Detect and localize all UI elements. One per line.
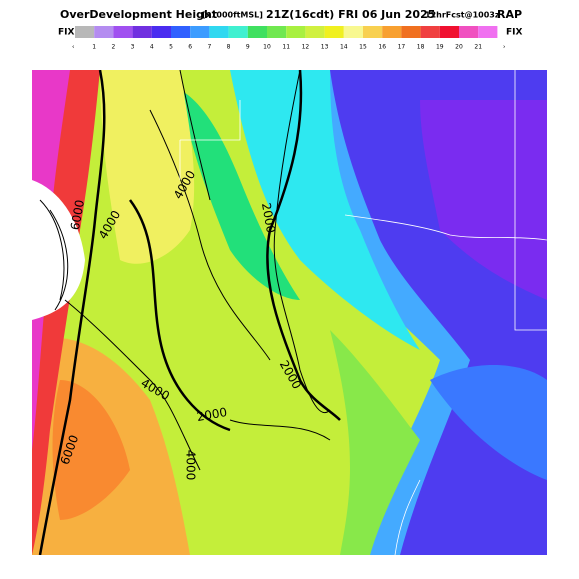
legend-number: 21	[474, 44, 482, 51]
legend-number: 6	[188, 44, 192, 51]
legend-swatch	[113, 26, 133, 38]
legend-swatch	[401, 26, 421, 38]
legend-swatch	[459, 26, 479, 38]
legend-number: 20	[455, 44, 463, 51]
legend-number: 5	[169, 44, 173, 51]
legend-number: 7	[207, 44, 211, 51]
legend-next[interactable]: ›	[503, 44, 505, 51]
legend-number: 11	[282, 44, 290, 51]
legend-number: 4	[150, 44, 154, 51]
legend-number: 10	[263, 44, 271, 51]
title: OverDevelopment Height	[60, 8, 217, 21]
legend-swatch	[478, 26, 498, 38]
legend-swatch	[286, 26, 306, 38]
legend-swatch	[209, 26, 229, 38]
legend-left: FIX	[58, 28, 74, 38]
legend-number: 14	[340, 44, 348, 51]
legend-swatch	[305, 26, 325, 38]
legend-swatch	[228, 26, 248, 38]
legend-number: 16	[378, 44, 386, 51]
valid-time: 21Z(16cdt) FRI 06 Jun 2025	[266, 8, 435, 21]
legend-number: 9	[246, 44, 250, 51]
legend-right: FIX	[506, 28, 522, 38]
legend-swatch	[132, 26, 152, 38]
legend-swatch	[382, 26, 402, 38]
legend-swatch	[420, 26, 440, 38]
legend-number: 3	[131, 44, 135, 51]
legend-swatch	[75, 26, 95, 38]
legend-number: 17	[398, 44, 406, 51]
contour-label: 6000	[68, 199, 87, 232]
legend-prev[interactable]: ‹	[72, 44, 74, 51]
units: [x1000ftMSL]	[202, 11, 263, 20]
legend-number: 8	[227, 44, 231, 51]
legend-number: 18	[417, 44, 425, 51]
legend-swatch	[363, 26, 383, 38]
contour-label: 2000	[196, 405, 229, 424]
legend-swatches	[75, 26, 498, 38]
legend-swatch	[151, 26, 171, 38]
legend-number: 1	[92, 44, 96, 51]
legend-swatch	[247, 26, 267, 38]
legend-swatch	[324, 26, 344, 38]
legend-swatch	[439, 26, 459, 38]
legend-swatch	[343, 26, 363, 38]
forecast: 12hrFcst@1003z	[425, 11, 500, 20]
legend-number: 13	[321, 44, 329, 51]
legend-swatch	[171, 26, 191, 38]
legend-swatch	[94, 26, 114, 38]
legend-numbers: 1 2 3 4 5 6 7 8 9 10 11 12 13 14 15 16 17 18 19 20 21	[92, 44, 482, 51]
contour-label: 2000	[259, 202, 278, 235]
legend-number: 15	[359, 44, 367, 51]
legend-swatch	[190, 26, 210, 38]
legend-number: 12	[302, 44, 310, 51]
legend-number: 2	[111, 44, 115, 51]
legend-number: 19	[436, 44, 444, 51]
legend-swatch	[267, 26, 287, 38]
contour-label: 4000	[184, 450, 198, 481]
model: RAP	[497, 8, 522, 21]
